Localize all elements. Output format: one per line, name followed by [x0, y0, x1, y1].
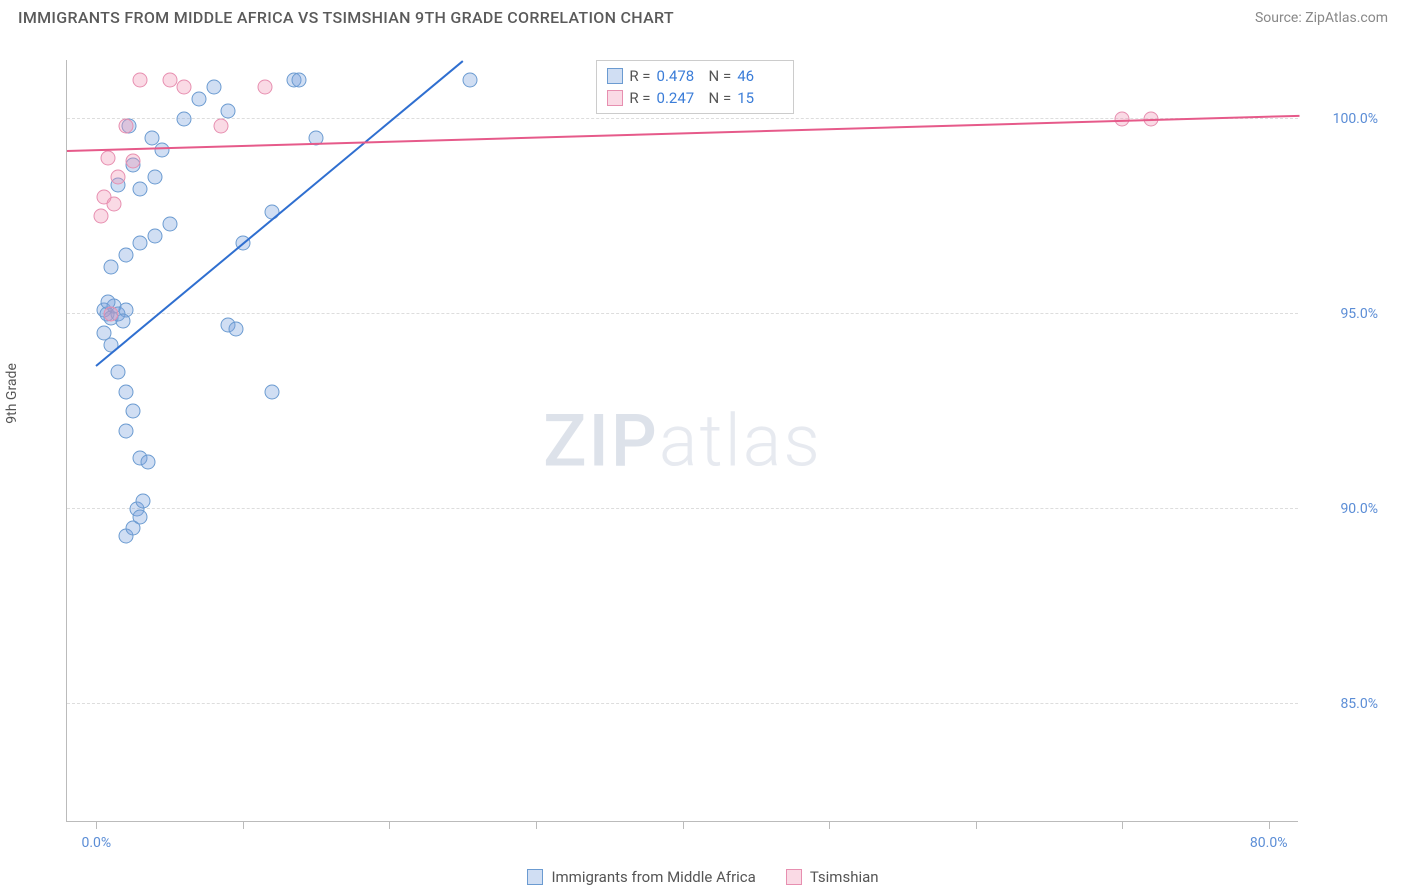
data-point: [213, 119, 228, 134]
data-point: [101, 150, 116, 165]
data-point: [103, 306, 118, 321]
x-tick: [96, 821, 97, 829]
y-tick-label: 90.0%: [1308, 501, 1378, 517]
x-tick: [389, 821, 390, 829]
data-point: [111, 170, 126, 185]
gridline: [67, 118, 1298, 119]
data-point: [125, 404, 140, 419]
data-point: [206, 80, 221, 95]
legend-label: Tsimshian: [810, 868, 879, 886]
data-point: [140, 454, 155, 469]
legend-item: Tsimshian: [786, 868, 879, 886]
y-tick-label: 85.0%: [1308, 696, 1378, 712]
x-tick-label: 0.0%: [81, 835, 111, 851]
x-tick: [976, 821, 977, 829]
x-tick: [1269, 821, 1270, 829]
stats-legend-row: R = 0.478 N = 46: [607, 65, 783, 87]
n-label: N =: [709, 89, 732, 107]
series-legend: Immigrants from Middle Africa Tsimshian: [0, 868, 1406, 886]
gridline: [67, 508, 1298, 509]
data-point: [177, 80, 192, 95]
x-tick: [536, 821, 537, 829]
data-point: [103, 259, 118, 274]
source-credit: Source: ZipAtlas.com: [1255, 10, 1388, 26]
legend-swatch: [607, 68, 623, 84]
data-point: [221, 103, 236, 118]
stats-legend-row: R = 0.247 N = 15: [607, 87, 783, 109]
watermark: ZIPatlas: [543, 398, 822, 483]
x-tick-label: 80.0%: [1250, 835, 1288, 851]
gridline: [67, 313, 1298, 314]
data-point: [265, 384, 280, 399]
data-point: [1115, 111, 1130, 126]
data-point: [118, 423, 133, 438]
n-value: 46: [737, 67, 783, 85]
legend-swatch: [786, 869, 802, 885]
data-point: [147, 228, 162, 243]
trend-line: [96, 60, 464, 366]
data-point: [291, 72, 306, 87]
data-point: [162, 72, 177, 87]
data-point: [133, 181, 148, 196]
data-point: [93, 209, 108, 224]
x-tick: [683, 821, 684, 829]
n-label: N =: [709, 67, 732, 85]
data-point: [106, 197, 121, 212]
stats-legend: R = 0.478 N = 46 R = 0.247 N = 15: [596, 60, 794, 114]
data-point: [155, 142, 170, 157]
data-point: [228, 322, 243, 337]
data-point: [133, 236, 148, 251]
legend-swatch: [527, 869, 543, 885]
y-axis-label: 9th Grade: [4, 363, 20, 424]
trend-line: [67, 115, 1299, 152]
data-point: [463, 72, 478, 87]
r-label: R =: [629, 67, 650, 85]
r-value: 0.478: [657, 67, 703, 85]
data-point: [191, 92, 206, 107]
data-point: [162, 216, 177, 231]
data-point: [177, 111, 192, 126]
legend-label: Immigrants from Middle Africa: [551, 868, 755, 886]
x-tick: [243, 821, 244, 829]
x-tick: [1122, 821, 1123, 829]
y-tick-label: 95.0%: [1308, 306, 1378, 322]
chart-area: 9th Grade ZIPatlas R =0.478N =46R =0.247…: [18, 40, 1388, 852]
y-tick-label: 100.0%: [1308, 111, 1378, 127]
plot-region: ZIPatlas R =0.478N =46R =0.247N =15 85.0…: [66, 60, 1298, 822]
gridline: [67, 703, 1298, 704]
data-point: [111, 365, 126, 380]
data-point: [144, 131, 159, 146]
legend-swatch: [607, 90, 623, 106]
n-value: 15: [737, 89, 783, 107]
data-point: [147, 170, 162, 185]
data-point: [125, 154, 140, 169]
data-point: [118, 119, 133, 134]
r-label: R =: [629, 89, 650, 107]
data-point: [257, 80, 272, 95]
legend-item: Immigrants from Middle Africa: [527, 868, 755, 886]
header: IMMIGRANTS FROM MIDDLE AFRICA VS TSIMSHI…: [0, 0, 1406, 31]
chart-title: IMMIGRANTS FROM MIDDLE AFRICA VS TSIMSHI…: [18, 8, 674, 27]
source-link[interactable]: ZipAtlas.com: [1305, 10, 1388, 26]
r-value: 0.247: [657, 89, 703, 107]
data-point: [133, 509, 148, 524]
x-tick: [829, 821, 830, 829]
data-point: [136, 494, 151, 509]
data-point: [133, 72, 148, 87]
data-point: [118, 384, 133, 399]
data-point: [118, 248, 133, 263]
